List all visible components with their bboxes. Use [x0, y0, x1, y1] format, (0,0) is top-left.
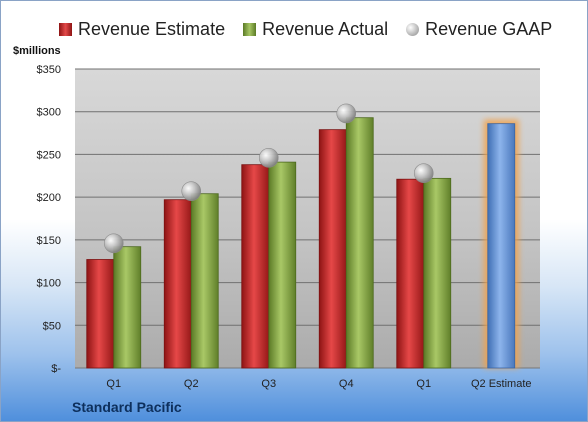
legend-swatch-revenue-estimate [59, 22, 72, 36]
bar-revenue-actual [345, 117, 374, 369]
y-tick-label: $300 [37, 107, 61, 119]
legend-item-revenue-gaap: Revenue GAAP [406, 19, 552, 40]
y-tick-label: $50 [43, 320, 61, 332]
bar-revenue-estimate [241, 164, 270, 369]
legend-swatch-revenue-actual [243, 22, 257, 36]
gaap-markers [103, 103, 434, 254]
legend-label-revenue-actual: Revenue Actual [262, 18, 389, 39]
marker-revenue-gaap [181, 181, 202, 201]
y-tick-label: $200 [37, 192, 61, 204]
plot-area [75, 69, 540, 368]
marker-revenue-gaap [413, 163, 434, 184]
y-tick-label: $150 [37, 235, 61, 247]
marker-revenue-gaap [258, 148, 279, 168]
y-axis-units-label: $millions [13, 45, 61, 57]
bars [86, 117, 519, 369]
y-tick-label: $350 [37, 64, 61, 76]
x-tick-label: Q3 [261, 378, 276, 390]
marker-revenue-gaap [103, 233, 124, 254]
legend-label-revenue-gaap: Revenue GAAP [425, 18, 553, 39]
bar-revenue-actual [423, 177, 452, 369]
legend-swatch-revenue-gaap [406, 22, 420, 36]
y-tick-label: $- [51, 363, 61, 375]
bar-revenue-actual [190, 193, 219, 369]
legend-item-revenue-actual: Revenue Actual [243, 19, 388, 40]
bar-revenue-actual [113, 246, 142, 369]
marker-revenue-gaap [336, 103, 357, 124]
x-tick-label: Q2 [184, 378, 199, 390]
y-tick-label: $250 [37, 149, 61, 161]
bar-revenue-actual [268, 161, 297, 369]
y-tick-label: $100 [37, 278, 61, 290]
y-axis-ticks: $- $50 $100 $150 $200 $250 $300 $350 [37, 64, 62, 375]
legend-label-revenue-estimate: Revenue Estimate [78, 18, 226, 39]
legend-item-revenue-estimate: Revenue Estimate [59, 19, 225, 40]
bar-revenue-estimate [86, 259, 115, 369]
company-name: Standard Pacific [72, 399, 182, 415]
chart-legend: Revenue Estimate Revenue Actual Revenue … [59, 15, 570, 43]
x-tick-label: Q4 [339, 378, 354, 390]
x-tick-label: Q1 [416, 378, 431, 390]
bar-revenue-estimate [396, 178, 425, 369]
x-tick-label: Q1 [106, 378, 121, 390]
grid-lines [75, 68, 540, 369]
bar-revenue-estimate [163, 199, 192, 369]
bar-revenue-estimate-highlight [487, 123, 516, 369]
x-tick-label: Q2 Estimate [471, 378, 532, 390]
x-axis-ticks: Q1 Q2 Q3 Q4 Q1 Q2 Estimate [106, 378, 531, 390]
bar-revenue-estimate [318, 129, 347, 369]
